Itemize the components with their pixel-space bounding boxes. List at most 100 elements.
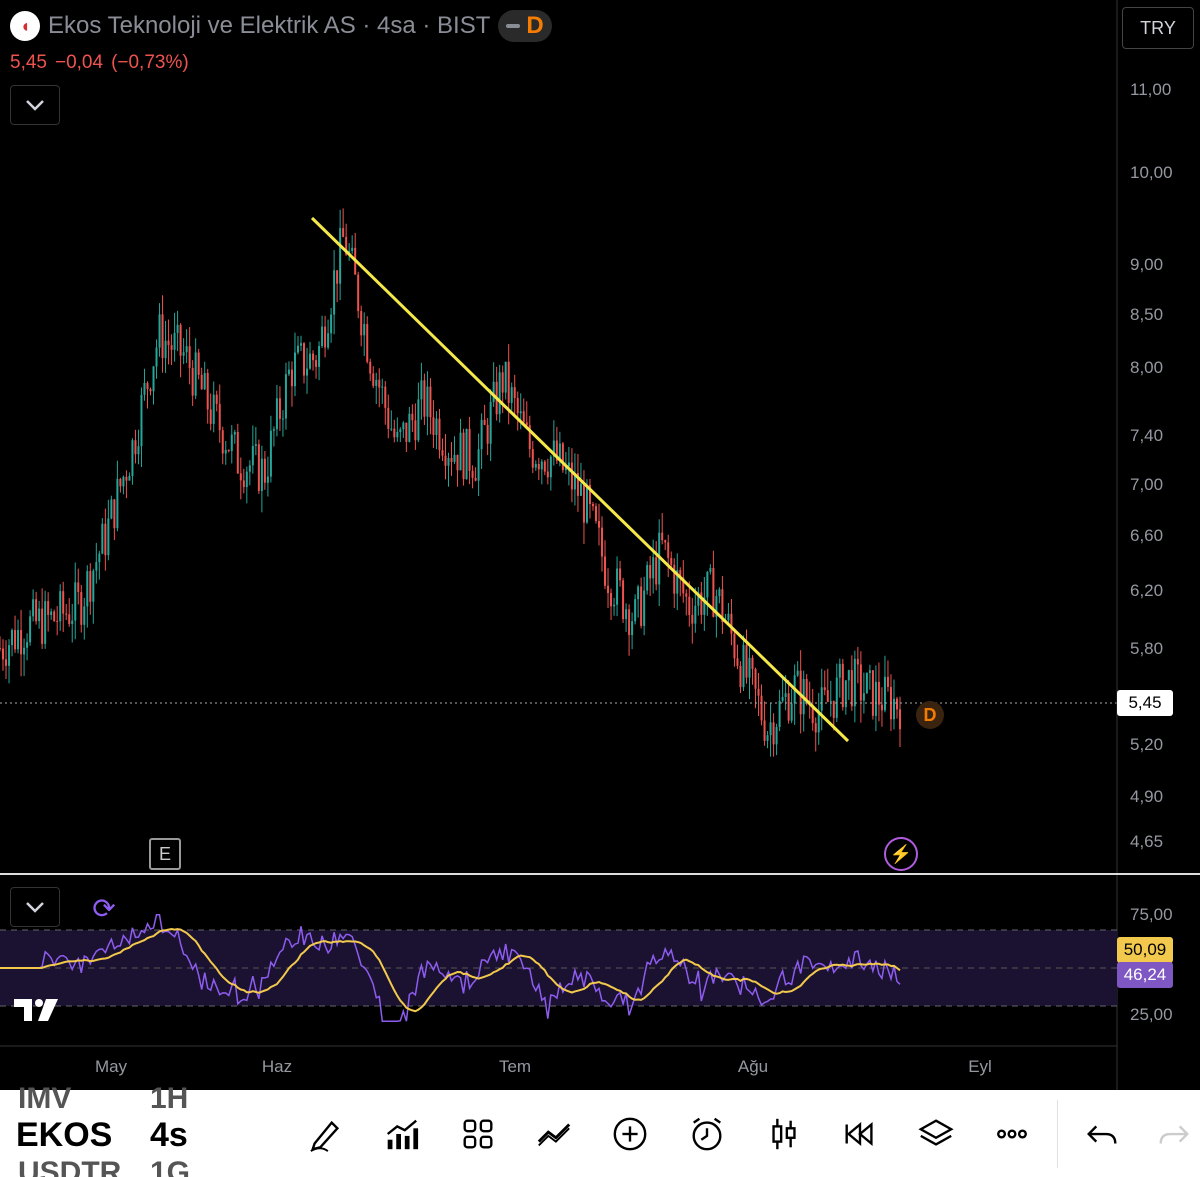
legend-collapse-button[interactable] (10, 85, 60, 125)
refresh-icon[interactable]: ⟳ (92, 892, 116, 924)
candle-body (745, 644, 748, 678)
candle-body (661, 532, 664, 541)
candle-body (492, 381, 495, 402)
candle-body (453, 454, 456, 462)
candle-body (191, 368, 194, 396)
candle-body (89, 571, 92, 602)
price-axis-label: 4,90 (1130, 787, 1163, 806)
candle-body (50, 611, 53, 615)
indicators-icon[interactable] (377, 1110, 425, 1158)
tradingview-logo-icon (14, 999, 58, 1021)
candle-body (41, 608, 44, 644)
candle-body (570, 462, 573, 490)
more-icon[interactable] (988, 1110, 1036, 1158)
currency-button[interactable]: TRY (1122, 7, 1194, 49)
symbol-title[interactable]: Ekos Teknoloji ve Elektrik AS · 4sa · BI… (48, 12, 491, 39)
candle-body (333, 270, 336, 315)
candle-body (676, 570, 679, 594)
candle-body (444, 455, 447, 466)
replay-icon[interactable] (836, 1110, 884, 1158)
grid-icon[interactable] (454, 1110, 502, 1158)
candle-body (366, 324, 369, 362)
candle-body (501, 372, 504, 393)
candle-body (778, 700, 781, 728)
rsi-collapse-button[interactable] (10, 887, 60, 927)
candle-body (149, 389, 152, 392)
redo-icon[interactable] (1150, 1110, 1198, 1158)
time-label-eyl: Eyl (968, 1057, 992, 1076)
market-status-pill[interactable]: D (498, 10, 552, 42)
candle-body (107, 518, 110, 556)
candle-body (20, 630, 23, 655)
add-icon[interactable] (606, 1110, 654, 1158)
candle-body (510, 387, 513, 403)
candle-body (763, 720, 766, 741)
undo-icon[interactable] (1078, 1110, 1126, 1158)
candle-body (865, 672, 868, 694)
candle-body (161, 314, 164, 359)
candle-body (164, 340, 167, 359)
toolbar-divider (1057, 1100, 1058, 1168)
time-label-agu: Ağu (737, 1057, 769, 1076)
candle-body (143, 382, 146, 395)
candle-body (125, 476, 128, 481)
draw-icon[interactable] (302, 1110, 350, 1158)
candle-body (787, 693, 790, 721)
symbol-header[interactable]: ◖ Ekos Teknoloji ve Elektrik AS · 4sa · … (10, 10, 552, 42)
candle-body (754, 668, 757, 689)
prev-interval[interactable]: 1H (150, 1082, 189, 1115)
lightning-icon[interactable]: ⚡ (884, 837, 918, 871)
rsi-value-tag: 46,24 (1117, 962, 1173, 988)
candle-body (883, 676, 886, 711)
candle-body (23, 647, 26, 655)
prev-symbol[interactable]: IMV (18, 1082, 72, 1115)
candle-body (459, 432, 462, 471)
candle-body (646, 565, 649, 591)
chart-area[interactable]: 11,00 10,00 9,00 8,50 8,00 7,40 7,00 6,60 6,20 5,… (0, 0, 1200, 1090)
candle-body (131, 440, 134, 477)
candle-body (742, 644, 745, 688)
next-interval[interactable]: 1G (150, 1156, 191, 1177)
candle-body (110, 499, 113, 519)
candle-body (92, 570, 95, 602)
candle-body (393, 428, 396, 438)
candle-body (296, 345, 299, 353)
candle-body (230, 434, 233, 452)
symbol-selector[interactable]: EKOS (16, 1116, 113, 1154)
candle-body (215, 394, 218, 404)
next-symbol[interactable]: USDTR (18, 1156, 122, 1177)
candle-body (670, 557, 673, 565)
candle-body (841, 663, 844, 708)
compare-icon[interactable] (530, 1110, 578, 1158)
dividend-marker[interactable]: D (916, 701, 944, 729)
candle-body (435, 418, 438, 435)
candle-body (17, 630, 20, 650)
candle-body (591, 504, 594, 507)
candle-body (576, 472, 579, 496)
candle-body (266, 476, 269, 483)
candle-body (399, 429, 402, 432)
candle-body (649, 565, 652, 579)
candle-body (601, 527, 604, 557)
price-axis-label: 5,20 (1130, 735, 1163, 754)
candle-body (688, 596, 691, 615)
candle-body (706, 571, 709, 598)
candle-body (850, 670, 853, 707)
minus-icon (506, 24, 521, 28)
candle-body (155, 347, 158, 367)
candle-body (167, 340, 170, 346)
candle-body (628, 609, 631, 636)
candles-icon[interactable] (760, 1110, 808, 1158)
alert-icon[interactable] (683, 1110, 731, 1158)
candle-body (760, 695, 763, 721)
candle-body (185, 346, 188, 353)
candle-body (194, 352, 197, 396)
candle-body (287, 369, 290, 375)
layers-icon[interactable] (912, 1110, 960, 1158)
earnings-marker[interactable]: E (149, 838, 181, 870)
interval-selector[interactable]: 4s (150, 1116, 188, 1154)
candle-body (465, 428, 468, 480)
chart-canvas[interactable]: 11,00 10,00 9,00 8,50 8,00 7,40 7,00 6,60 6,20 5,… (0, 0, 1200, 1090)
candle-body (281, 418, 284, 420)
candle-body (203, 373, 206, 390)
